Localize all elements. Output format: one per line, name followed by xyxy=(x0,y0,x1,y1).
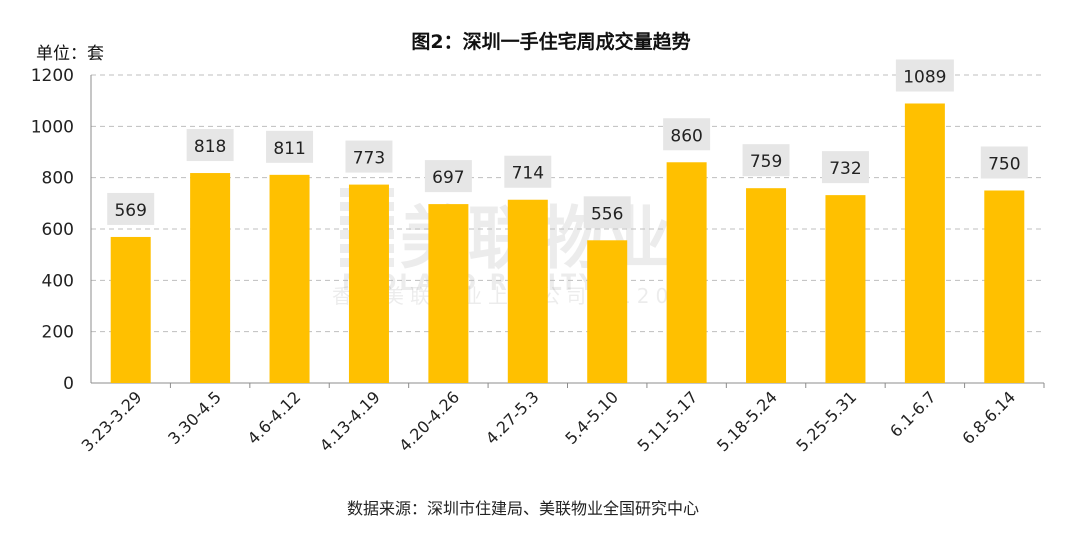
y-tick-label: 800 xyxy=(42,169,74,189)
data-label-box xyxy=(266,130,314,163)
data-label: 773 xyxy=(353,149,385,169)
data-label: 697 xyxy=(432,168,464,188)
x-axis-ticks: 3.23-3.29 3.30-4.5 4.6-4.12 4.13-4.19 4.20-4… xyxy=(78,387,1019,455)
x-tick-label: 3.30-4.5 xyxy=(164,387,225,448)
data-labels: 569 818 811 773 697 714 556 860 759 732 1089 750 xyxy=(107,59,1028,229)
chart-title: 图2：深圳一手住宅周成交量趋势 xyxy=(411,30,690,53)
data-label-box xyxy=(107,192,155,225)
data-label: 811 xyxy=(273,139,305,159)
bar xyxy=(746,188,787,383)
data-label: 556 xyxy=(591,204,623,224)
x-tick-label: 6.1-6.7 xyxy=(886,387,940,441)
y-tick-label: 200 xyxy=(42,323,74,343)
x-tick-label: 5.11-5.17 xyxy=(634,387,702,455)
data-label-box xyxy=(980,146,1028,179)
bar xyxy=(984,190,1025,383)
data-label: 1089 xyxy=(903,67,946,87)
x-tick-label: 4.13-4.19 xyxy=(316,387,384,455)
bar xyxy=(348,184,389,383)
x-tick-label: 4.6-4.12 xyxy=(244,387,305,448)
data-label-box xyxy=(663,118,711,151)
y-tick-label: 400 xyxy=(42,271,74,291)
bar xyxy=(666,162,707,383)
grid xyxy=(91,74,1044,333)
data-label-box xyxy=(504,155,552,188)
x-tick-label: 5.4-5.10 xyxy=(561,387,622,448)
axes xyxy=(90,75,1045,388)
x-tick-label: 6.8-6.14 xyxy=(958,387,1019,448)
data-label-box xyxy=(186,129,234,162)
data-label: 860 xyxy=(670,126,702,146)
source-note: 数据来源：深圳市住建局、美联物业全国研究中心 xyxy=(347,499,699,518)
bar xyxy=(904,103,945,384)
bars xyxy=(110,103,1025,384)
bar xyxy=(110,236,151,383)
data-label: 818 xyxy=(194,137,226,157)
bar xyxy=(428,204,469,383)
y-tick-label: 0 xyxy=(63,374,74,394)
bar xyxy=(269,174,310,383)
x-tick-label: 4.27-5.3 xyxy=(482,387,543,448)
y-tick-label: 1200 xyxy=(31,66,74,86)
data-label: 750 xyxy=(988,155,1020,175)
data-label: 569 xyxy=(114,201,146,221)
x-tick-label: 5.18-5.24 xyxy=(713,387,781,455)
data-label-box xyxy=(895,59,954,92)
bar xyxy=(190,173,231,383)
data-label: 759 xyxy=(750,152,782,172)
bar xyxy=(587,240,628,383)
y-axis-ticks: 0 200 400 600 800 1000 1200 xyxy=(31,66,74,394)
data-label: 732 xyxy=(829,159,861,179)
bar xyxy=(825,195,866,383)
data-label-box xyxy=(345,140,393,173)
y-tick-label: 600 xyxy=(42,220,74,240)
data-label-box xyxy=(583,196,631,229)
data-label-box xyxy=(742,144,790,177)
x-tick-label: 5.25-5.31 xyxy=(792,387,860,455)
bar xyxy=(507,199,548,383)
data-label-box xyxy=(424,160,472,193)
data-label: 714 xyxy=(512,164,544,184)
unit-label: 单位：套 xyxy=(36,44,104,64)
data-label-box xyxy=(821,151,869,184)
y-tick-label: 1000 xyxy=(31,117,74,137)
x-tick-label: 3.23-3.29 xyxy=(78,387,146,455)
x-tick-label: 4.20-4.26 xyxy=(395,387,463,455)
